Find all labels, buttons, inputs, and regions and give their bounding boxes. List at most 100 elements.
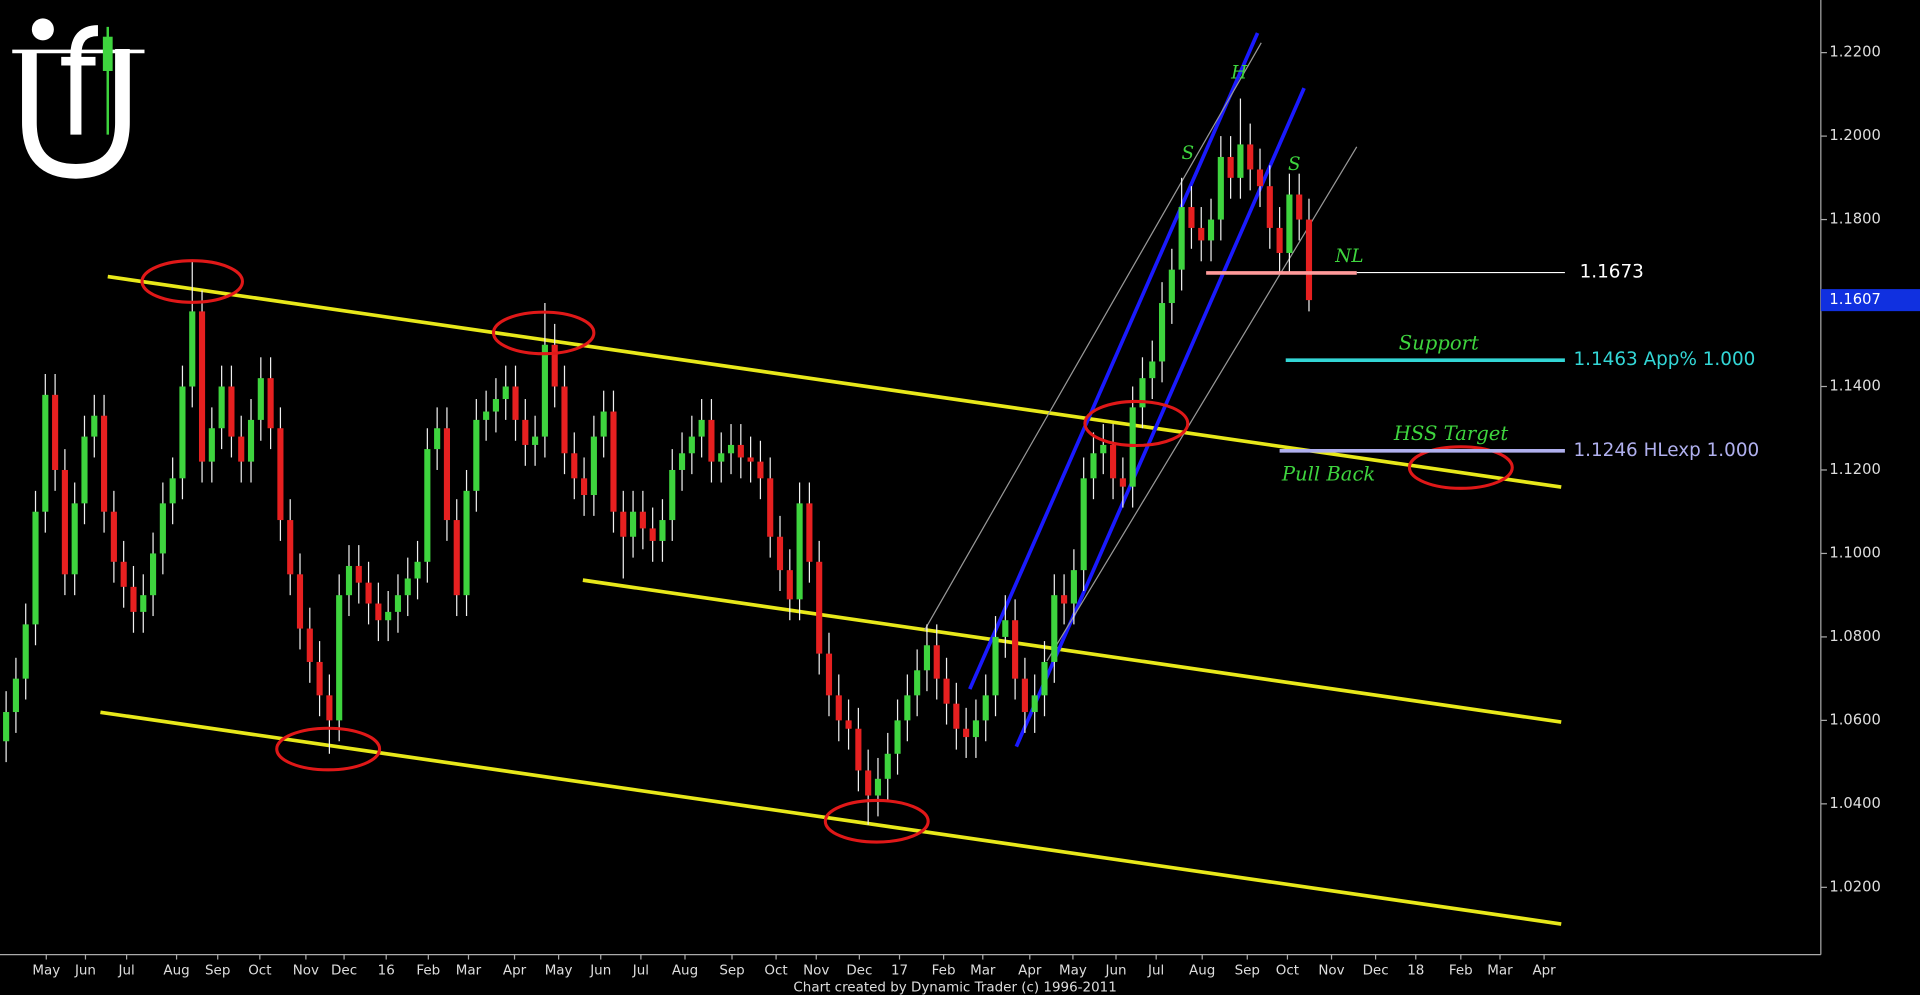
candle-body bbox=[483, 411, 490, 420]
x-tick-label: May bbox=[545, 964, 573, 979]
annotation: NL bbox=[1334, 246, 1363, 267]
candle-body bbox=[1031, 695, 1038, 713]
candle-body bbox=[355, 565, 362, 583]
candle-body bbox=[414, 561, 421, 579]
candle-body bbox=[502, 386, 509, 400]
x-tick-label: Oct bbox=[764, 964, 787, 979]
x-tick-label: Apr bbox=[1532, 964, 1556, 979]
candle-body bbox=[443, 428, 451, 521]
y-tick-label: 1.0600 bbox=[1829, 711, 1880, 728]
x-tick-label: Mar bbox=[456, 964, 482, 979]
candle-body bbox=[727, 444, 735, 454]
candle-body bbox=[904, 695, 911, 721]
candle-body bbox=[316, 661, 323, 696]
candle-body bbox=[1119, 478, 1126, 487]
candle-body bbox=[982, 695, 989, 721]
x-tick-label: May bbox=[32, 964, 60, 979]
candle-body bbox=[1217, 156, 1224, 220]
candle-body bbox=[590, 436, 597, 496]
candle-body bbox=[639, 511, 646, 529]
candle-body bbox=[110, 511, 117, 562]
x-tick-label: Aug bbox=[1189, 964, 1215, 979]
candle-body bbox=[1198, 227, 1205, 241]
candle-body bbox=[71, 503, 78, 575]
candle-body bbox=[375, 603, 382, 621]
x-tick-label: Oct bbox=[248, 964, 271, 979]
candle-body bbox=[816, 561, 823, 654]
level-label: 1.1246 HLexp 1.000 bbox=[1573, 440, 1759, 461]
candle-body bbox=[1178, 207, 1185, 270]
candle-body bbox=[610, 411, 617, 512]
candle-body bbox=[806, 503, 813, 562]
candle-body bbox=[659, 520, 666, 541]
logo bbox=[12, 18, 145, 179]
annotation: H bbox=[1230, 62, 1248, 83]
x-tick-label: Apr bbox=[1018, 964, 1042, 979]
candles bbox=[3, 98, 1313, 825]
candle-body bbox=[228, 386, 235, 437]
candle-body bbox=[678, 453, 686, 470]
x-tick-label: Apr bbox=[503, 964, 527, 979]
x-tick-label: May bbox=[1059, 964, 1087, 979]
candle-body bbox=[855, 728, 862, 771]
candle-body bbox=[512, 386, 519, 420]
candle-body bbox=[238, 436, 245, 462]
candle-body bbox=[1061, 595, 1068, 604]
candle-body bbox=[61, 469, 68, 575]
level-label: 1.1463 App% 1.000 bbox=[1573, 349, 1755, 370]
candle-body bbox=[649, 528, 656, 541]
candle-body bbox=[532, 436, 539, 445]
candle-body bbox=[776, 536, 784, 571]
candle-body bbox=[424, 449, 431, 562]
candle-body bbox=[708, 419, 715, 462]
candle-body bbox=[825, 653, 833, 696]
candle-body bbox=[1021, 678, 1028, 713]
y-tick-label: 1.0400 bbox=[1829, 795, 1880, 812]
x-tick-label: Jun bbox=[589, 964, 611, 979]
y-tick-label: 1.2200 bbox=[1829, 44, 1880, 61]
candle-body bbox=[669, 469, 676, 521]
candle-body bbox=[150, 553, 157, 596]
candle-body bbox=[385, 611, 392, 621]
candle-body bbox=[130, 586, 137, 612]
candle-body bbox=[394, 595, 402, 612]
x-tick-label: Nov bbox=[293, 964, 319, 979]
candle-body bbox=[620, 511, 627, 537]
candle-body bbox=[492, 399, 499, 412]
candle-body bbox=[865, 770, 872, 796]
x-tick-label: Dec bbox=[1363, 964, 1389, 979]
candle-body bbox=[1286, 194, 1293, 253]
candle-body bbox=[630, 511, 637, 537]
candle-body bbox=[786, 570, 793, 600]
candle-body bbox=[1266, 186, 1273, 228]
last-price-label: 1.1607 bbox=[1829, 291, 1880, 308]
candle-body bbox=[32, 511, 39, 625]
candle-body bbox=[277, 428, 284, 521]
candle-body bbox=[1129, 407, 1136, 487]
candle-body bbox=[1110, 444, 1117, 479]
x-tick-label: 17 bbox=[891, 964, 908, 979]
candle-body bbox=[796, 503, 803, 600]
candle-body bbox=[365, 582, 372, 604]
candle-body bbox=[336, 595, 343, 721]
x-tick-label: Jun bbox=[1104, 964, 1126, 979]
candle-body bbox=[923, 645, 931, 671]
candle-body bbox=[541, 344, 548, 437]
candle-body bbox=[296, 574, 304, 629]
candle-body bbox=[972, 720, 979, 738]
candle-body bbox=[189, 311, 196, 387]
candle-body bbox=[218, 386, 225, 429]
candle-body bbox=[992, 636, 999, 696]
candle-body bbox=[1207, 219, 1215, 241]
annotation: Support bbox=[1399, 331, 1479, 354]
candle-body bbox=[12, 678, 19, 713]
x-tick-label: Feb bbox=[1449, 964, 1473, 979]
candle-body bbox=[463, 490, 470, 596]
candle-body bbox=[3, 712, 10, 742]
candle-body bbox=[1276, 227, 1283, 253]
candle-body bbox=[933, 645, 940, 679]
y-tick-label: 1.1400 bbox=[1829, 378, 1880, 395]
